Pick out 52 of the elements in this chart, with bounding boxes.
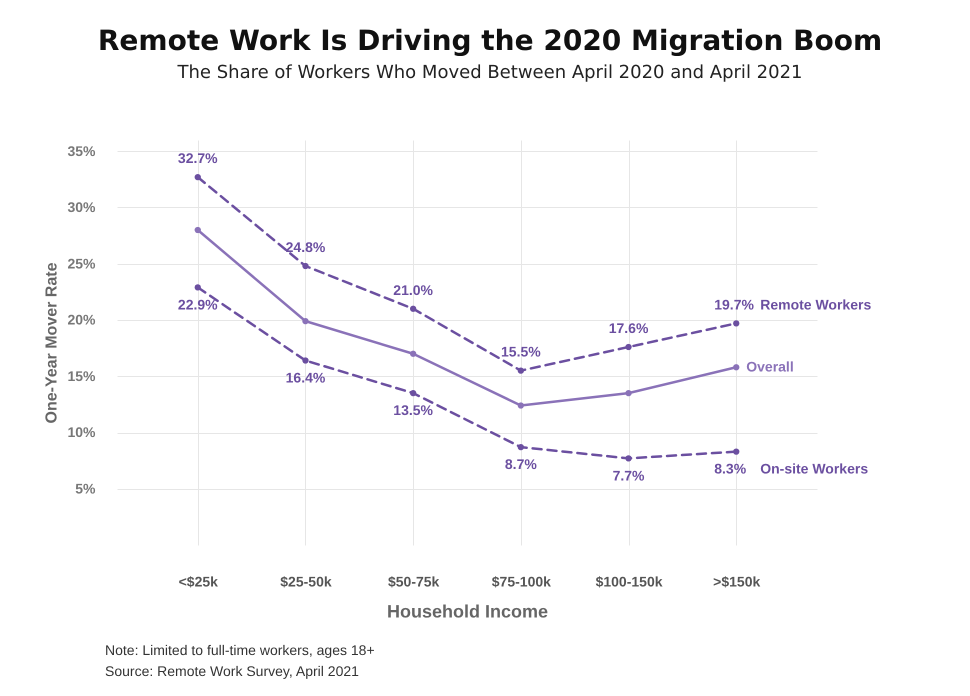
data-label: 19.7% — [714, 296, 754, 312]
series-label: Remote Workers — [760, 296, 872, 312]
text: Note: Limited to full-time workers, ages 18+ — [105, 641, 375, 660]
series-label: Overall — [746, 358, 794, 374]
chart-subtitle: The Share of Workers Who Moved Between April 2020 and April 2021 — [176, 62, 802, 83]
x-tick-label: $100-150k — [596, 574, 663, 590]
source-note: Source: Remote Work Survey, April 2021 — [105, 662, 360, 681]
y-axis-title: One-Year Mover Rate — [43, 262, 60, 424]
point — [194, 284, 201, 291]
point — [733, 320, 740, 327]
point — [410, 390, 416, 396]
point — [733, 448, 740, 455]
data-label: 7.7% — [612, 467, 646, 484]
point — [302, 357, 309, 364]
point — [733, 364, 740, 370]
point — [194, 226, 201, 234]
y-tick-label: 20% — [67, 312, 96, 328]
point — [625, 390, 632, 396]
x-tick-label: >$150k — [713, 574, 760, 590]
point — [625, 455, 632, 462]
data-label: 21.0% — [393, 282, 434, 298]
data-label: 15.5% — [500, 344, 542, 360]
point — [410, 350, 416, 357]
y-tick-label: 5% — [75, 480, 96, 496]
y-tick-label: 35% — [67, 142, 96, 159]
data-label: 8.3% — [714, 460, 747, 477]
point — [302, 262, 309, 270]
x-tick-label: $50-75k — [388, 574, 440, 590]
chart-title: Remote Work Is Driving the 2020 Migration Boom — [98, 24, 882, 57]
y-tick-label: 25% — [67, 255, 96, 272]
data-label: 16.4% — [286, 370, 326, 386]
y-tick-label: 30% — [67, 199, 96, 215]
point — [410, 306, 416, 312]
x-axis-title: Household Income — [386, 602, 548, 622]
x-tick-label: $25-50k — [280, 574, 332, 590]
point — [302, 318, 309, 324]
y-tick-label: 10% — [67, 424, 96, 440]
point — [194, 174, 201, 180]
data-label: 32.7% — [178, 150, 218, 166]
x-tick-label: <$25k — [178, 574, 218, 590]
data-label: 22.9% — [178, 296, 218, 312]
data-label: 8.7% — [504, 456, 538, 472]
point — [518, 444, 524, 450]
data-label: 24.8% — [286, 239, 326, 255]
data-label: 13.5% — [393, 402, 434, 418]
series-label: On-site Workers — [760, 460, 868, 477]
data-label: 17.6% — [608, 320, 649, 336]
y-tick-label: 15% — [67, 368, 96, 384]
point — [625, 344, 632, 350]
point — [518, 367, 524, 374]
point — [518, 402, 524, 409]
x-tick-label: $75-100k — [492, 574, 552, 590]
